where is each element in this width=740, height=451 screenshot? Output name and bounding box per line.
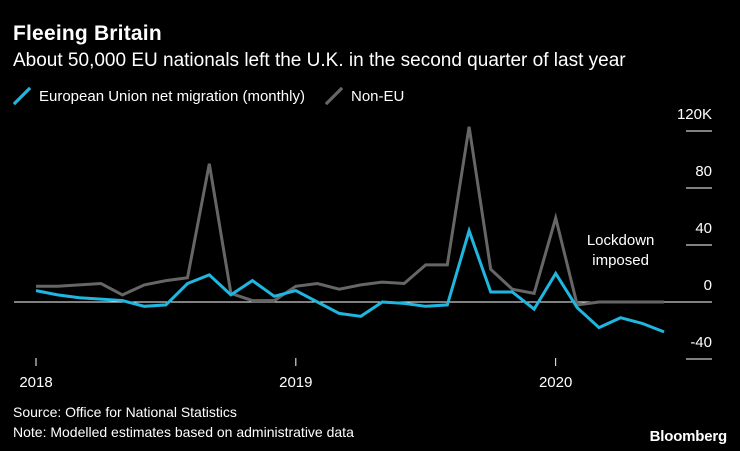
- bloomberg-logo: Bloomberg: [649, 428, 728, 445]
- x-tick-label: 2019: [279, 374, 312, 391]
- non-eu-line-swatch-icon: [324, 87, 343, 105]
- lockdown-annotation: Lockdown: [587, 232, 655, 249]
- legend-label-eu: European Union net migration (monthly): [39, 87, 305, 105]
- legend-item-eu: European Union net migration (monthly): [13, 87, 305, 105]
- legend-item-non-eu: Non-EU: [324, 87, 405, 105]
- eu-migration-line: [35, 225, 665, 334]
- chart-subtitle: About 50,000 EU nationals left the U.K. …: [13, 50, 626, 71]
- y-tick-label: 40: [695, 220, 712, 237]
- y-tick-label: -40: [690, 334, 712, 351]
- y-tick-label: 0: [704, 277, 712, 294]
- legend: European Union net migration (monthly) N…: [13, 87, 424, 105]
- methodology-note: Note: Modelled estimates based on admini…: [13, 424, 354, 440]
- y-tick-label: 80: [695, 163, 712, 180]
- y-tick-label: 120K: [677, 106, 712, 123]
- source-note: Source: Office for National Statistics: [13, 404, 237, 420]
- non-eu-migration-line: [36, 126, 664, 307]
- lockdown-annotation: imposed: [592, 252, 649, 269]
- eu-line-swatch-icon: [13, 87, 31, 105]
- x-tick-label: 2020: [539, 374, 572, 391]
- legend-label-non-eu: Non-EU: [350, 87, 405, 105]
- chart-title: Fleeing Britain: [13, 22, 162, 45]
- x-tick-label: 2018: [19, 374, 52, 391]
